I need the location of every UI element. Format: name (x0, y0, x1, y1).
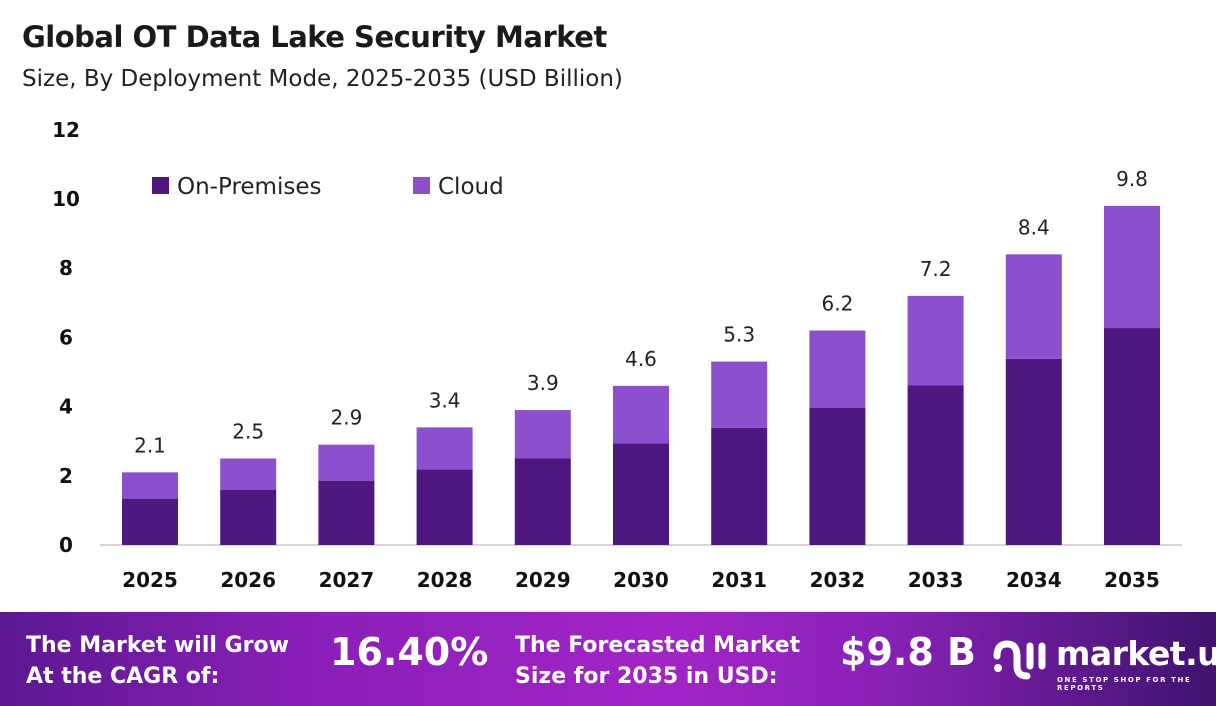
x-tick-label: 2029 (515, 568, 571, 592)
cagr-label-line2: At the CAGR of: (26, 664, 220, 689)
cagr-label: The Market will Grow At the CAGR of: (26, 630, 289, 692)
legend-label: On-Premises (177, 174, 321, 200)
total-data-label: 7.2 (920, 257, 952, 281)
total-data-label: 5.3 (723, 323, 755, 347)
bar-cloud (122, 472, 178, 499)
x-tick-label: 2025 (122, 568, 178, 592)
market-us-logo-icon (993, 640, 1046, 680)
total-data-label: 8.4 (1018, 215, 1050, 239)
bar-on-premises (711, 427, 768, 545)
bar-on-premises (907, 385, 964, 545)
x-tick-label: 2026 (220, 568, 276, 592)
x-tick-label: 2033 (908, 568, 964, 592)
x-tick-label: 2028 (417, 568, 473, 592)
logo-name: market.us (1056, 634, 1216, 673)
x-tick-label: 2030 (613, 568, 669, 592)
x-tick-label: 2031 (711, 568, 767, 592)
x-tick-label: 2035 (1104, 568, 1160, 592)
bar-cloud (809, 330, 866, 408)
total-data-label: 6.2 (821, 291, 853, 315)
bar-on-premises (1104, 328, 1160, 545)
bar-on-premises (613, 443, 669, 545)
y-tick-label: 12 (52, 118, 80, 142)
total-data-label: 2.1 (134, 433, 166, 457)
x-tick-label: 2027 (319, 568, 375, 592)
x-tick-label: 2032 (810, 568, 866, 592)
summary-banner: The Market will Grow At the CAGR of: 16.4… (0, 612, 1216, 706)
cagr-value: 16.40% (330, 630, 489, 674)
y-tick-label: 4 (59, 395, 73, 419)
total-data-label: 2.9 (330, 406, 362, 430)
chart-subtitle: Size, By Deployment Mode, 2025-2035 (USD… (22, 66, 623, 92)
bar-cloud (220, 458, 277, 490)
bar-chart: 0 2 4 6 8 10 12 2.1 2025 2.5 2026 2.9 2027 3.4 2028 3.9… (52, 118, 1182, 592)
bar-on-premises (514, 458, 571, 545)
logo-tagline: ONE STOP SHOP FOR THE REPORTS (1057, 676, 1192, 692)
bar-on-premises (416, 469, 473, 545)
bar-cloud (1005, 254, 1062, 359)
forecast-value: $9.8 B (840, 630, 976, 674)
bar-cloud (1104, 205, 1160, 329)
bar-cloud (416, 427, 473, 470)
y-tick-label: 6 (59, 325, 73, 349)
total-data-label: 9.8 (1116, 167, 1148, 191)
x-tick-label: 2034 (1006, 568, 1062, 592)
y-tick-label: 10 (52, 187, 80, 211)
legend-swatch (152, 177, 169, 194)
legend-swatch (413, 177, 430, 194)
forecast-label: The Forecasted Market Size for 2035 in US… (515, 630, 800, 692)
total-data-label: 4.6 (625, 347, 657, 371)
bar-on-premises (122, 498, 178, 545)
y-tick-label: 0 (59, 533, 73, 557)
y-tick-label: 2 (59, 464, 73, 488)
cagr-label-line1: The Market will Grow (26, 633, 289, 658)
bar-on-premises (1005, 358, 1062, 545)
total-data-label: 2.5 (232, 420, 264, 444)
total-data-label: 3.9 (527, 371, 559, 395)
forecast-label-line1: The Forecasted Market (515, 633, 801, 658)
bar-cloud (318, 444, 375, 481)
bar-on-premises (809, 407, 866, 545)
bar-cloud (711, 361, 768, 428)
bar-on-premises (220, 489, 277, 545)
total-data-label: 3.4 (429, 388, 461, 412)
chart-title: Global OT Data Lake Security Market (22, 20, 607, 54)
bar-cloud (514, 410, 571, 459)
y-tick-label: 8 (59, 256, 73, 280)
bar-on-premises (318, 480, 375, 545)
bar-cloud (613, 385, 669, 444)
forecast-label-line2: Size for 2035 in USD: (515, 664, 778, 689)
legend-label: Cloud (438, 174, 504, 200)
bar-cloud (907, 295, 964, 386)
